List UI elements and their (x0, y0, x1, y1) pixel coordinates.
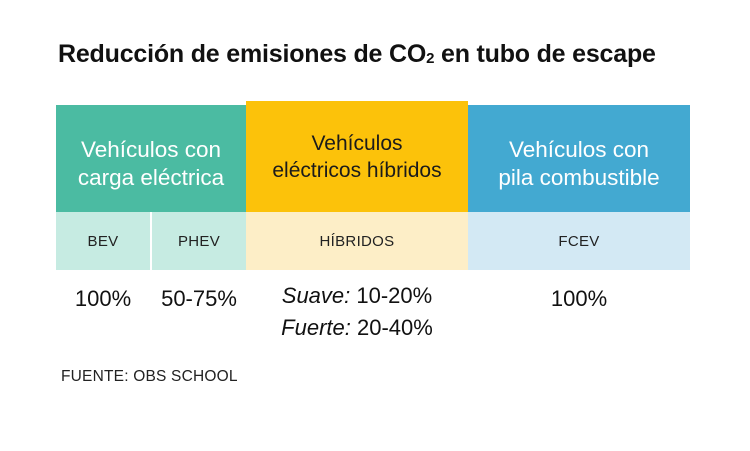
header-pila-combustible: Vehículos con pila combustible (468, 105, 690, 212)
fuerte-label: Fuerte: (281, 315, 351, 340)
emissions-table: Vehículos con carga eléctrica Vehículos … (56, 101, 690, 270)
value-bev: 100% (74, 286, 132, 311)
title-main: Reducción de emisiones de CO (58, 40, 427, 68)
header-carga-electrica: Vehículos con carga eléctrica (56, 105, 246, 212)
header-hibridos: Vehículos eléctricos híbridos (246, 101, 468, 212)
header-pila-combustible-line2: pila combustible (498, 164, 660, 190)
header-pila-combustible-line1: Vehículos con (508, 136, 650, 162)
header-carga-electrica-line2: carga eléctrica (77, 164, 225, 190)
header-carga-electrica-line1: Vehículos con (80, 136, 222, 162)
header-hibridos-line1: Vehículos (311, 131, 403, 155)
source-note: FUENTE: OBS SCHOOL (61, 368, 238, 385)
title-subscript: 2 (426, 50, 435, 67)
column-divider (150, 212, 152, 270)
value-hibridos-fuerte: Fuerte: 20-40% (246, 312, 468, 344)
fuerte-value: 20-40% (350, 315, 433, 340)
subheader-bev: BEV (56, 212, 150, 270)
chart-title: Reducción de emisiones de CO2 en tubo de… (58, 40, 656, 69)
subheader-hibridos: HÍBRIDOS (246, 212, 468, 270)
subheader-phev: PHEV (152, 212, 246, 270)
value-hibridos-suave: Suave: 10-20% (246, 280, 468, 312)
value-phev: 50-75% (161, 286, 237, 311)
suave-value: 10-20% (350, 283, 433, 308)
suave-label: Suave: (281, 283, 351, 308)
header-hibridos-line2: eléctricos híbridos (272, 158, 442, 182)
subheader-fcev: FCEV (468, 212, 690, 270)
title-rest: en tubo de escape (434, 40, 656, 68)
value-fcev: 100% (550, 286, 608, 311)
value-hibridos: Suave: 10-20% Fuerte: 20-40% (246, 280, 468, 344)
